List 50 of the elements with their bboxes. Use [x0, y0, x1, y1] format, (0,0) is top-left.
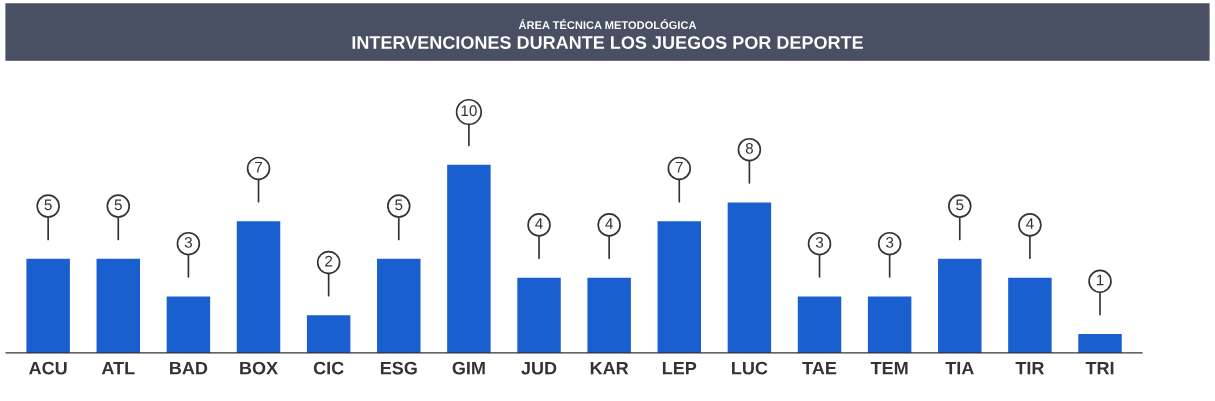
data-label: 8 [745, 142, 753, 154]
x-tick-label: ESG [380, 361, 417, 375]
bar [587, 277, 631, 353]
bar [517, 277, 561, 353]
data-label: 5 [956, 199, 964, 211]
data-label: 3 [815, 236, 824, 248]
bar [1008, 277, 1052, 353]
x-tick-label: TIA [945, 361, 974, 375]
bar [96, 258, 141, 353]
data-label: 1 [1096, 274, 1104, 286]
chart-subtitle: ÁREA TÉCNICA METODOLÓGICA [518, 19, 697, 30]
x-tick-label: CIC [313, 361, 344, 375]
bar [938, 258, 982, 353]
data-label: 5 [114, 199, 122, 211]
x-tick-label: TRI [1085, 361, 1114, 375]
bar [727, 202, 772, 353]
x-tick-label: BAD [170, 361, 208, 375]
data-label: 4 [605, 218, 613, 229]
x-tick-label: LEP [662, 361, 697, 375]
x-tick-label: ATL [101, 361, 135, 375]
data-label: 10 [461, 105, 477, 117]
x-tick-label: ACU [29, 361, 67, 375]
x-tick-label: GIM [452, 361, 485, 375]
bar [26, 258, 70, 353]
data-label: 4 [535, 218, 543, 229]
x-tick-label: TEM [870, 361, 908, 375]
x-tick-label: JUD [521, 361, 557, 375]
data-label: 7 [675, 161, 683, 173]
bar [447, 164, 491, 353]
x-tick-label: BOX [240, 361, 278, 375]
bar [657, 221, 702, 353]
data-label: 5 [44, 199, 52, 211]
data-label: 4 [1026, 218, 1034, 229]
bar [1078, 334, 1122, 353]
data-label: 3 [184, 236, 192, 248]
bar [166, 296, 211, 353]
x-tick-label: KAR [590, 361, 629, 375]
bar [377, 258, 421, 353]
data-label: 7 [255, 161, 263, 173]
bar [867, 296, 912, 353]
data-label: 5 [395, 199, 403, 211]
data-label: 2 [325, 255, 333, 267]
x-tick-label: TIR [1015, 361, 1045, 375]
bar [236, 221, 281, 353]
chart-title: INTERVENCIONES DURANTE LOS JUEGOS POR DEPORTE [352, 36, 863, 49]
x-tick-label: LUC [732, 361, 768, 375]
bar [306, 315, 351, 353]
data-label: 3 [885, 236, 894, 248]
bar [797, 296, 842, 353]
x-tick-label: TAE [802, 361, 837, 375]
